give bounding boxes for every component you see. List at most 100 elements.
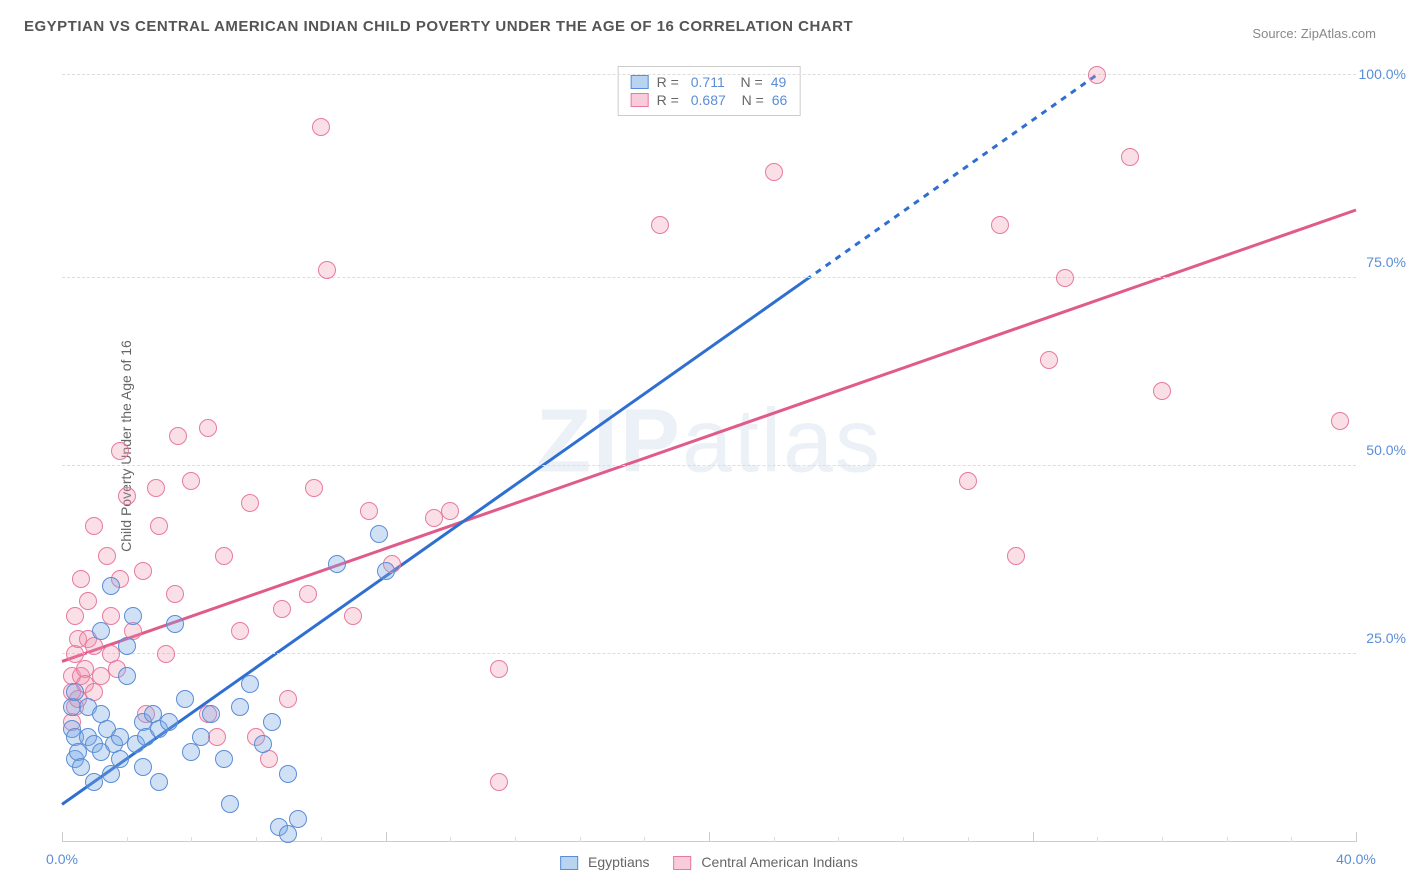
point-cai xyxy=(215,547,233,565)
point-egyptians xyxy=(66,683,84,701)
point-cai xyxy=(85,517,103,535)
point-cai xyxy=(279,690,297,708)
point-egyptians xyxy=(118,667,136,685)
point-cai xyxy=(1007,547,1025,565)
point-egyptians xyxy=(111,750,129,768)
point-egyptians xyxy=(263,713,281,731)
point-cai xyxy=(150,517,168,535)
point-cai xyxy=(490,660,508,678)
x-tick-minor xyxy=(321,837,322,842)
point-egyptians xyxy=(377,562,395,580)
x-tick-minor xyxy=(1162,837,1163,842)
point-cai xyxy=(231,622,249,640)
source-label: Source: xyxy=(1252,26,1297,41)
point-egyptians xyxy=(370,525,388,543)
legend-label-cai: Central American Indians xyxy=(701,854,857,870)
point-egyptians xyxy=(176,690,194,708)
point-cai xyxy=(1040,351,1058,369)
y-tick-label: 25.0% xyxy=(1366,630,1406,646)
point-egyptians xyxy=(150,773,168,791)
point-egyptians xyxy=(231,698,249,716)
point-cai xyxy=(72,570,90,588)
point-cai xyxy=(765,163,783,181)
plot-area: ZIPatlas R = 0.711 N = 49 R = 0.687 N = … xyxy=(62,52,1356,842)
legend-label-egyptians: Egyptians xyxy=(588,854,649,870)
point-cai xyxy=(79,592,97,610)
x-tick-minor xyxy=(1227,837,1228,842)
point-cai xyxy=(118,487,136,505)
swatch-cai xyxy=(631,93,649,107)
point-egyptians xyxy=(215,750,233,768)
point-cai xyxy=(318,261,336,279)
point-egyptians xyxy=(192,728,210,746)
point-cai xyxy=(147,479,165,497)
watermark: ZIPatlas xyxy=(536,390,882,493)
x-tick-minor xyxy=(644,837,645,842)
point-cai xyxy=(959,472,977,490)
x-tick-label: 0.0% xyxy=(46,851,78,867)
point-cai xyxy=(66,607,84,625)
point-egyptians xyxy=(221,795,239,813)
point-cai xyxy=(490,773,508,791)
point-egyptians xyxy=(92,622,110,640)
x-tick-major xyxy=(1356,832,1357,842)
gridline xyxy=(62,465,1356,466)
y-tick-label: 75.0% xyxy=(1366,254,1406,270)
legend-item-egyptians: Egyptians xyxy=(560,854,649,870)
x-tick-minor xyxy=(256,837,257,842)
point-cai xyxy=(157,645,175,663)
x-tick-minor xyxy=(968,837,969,842)
point-cai xyxy=(134,562,152,580)
point-cai xyxy=(273,600,291,618)
point-cai xyxy=(169,427,187,445)
swatch-egyptians xyxy=(631,75,649,89)
point-cai xyxy=(651,216,669,234)
y-tick-label: 50.0% xyxy=(1366,442,1406,458)
stats-row-cai: R = 0.687 N = 66 xyxy=(631,91,788,109)
point-egyptians xyxy=(289,810,307,828)
x-tick-minor xyxy=(450,837,451,842)
x-tick-minor xyxy=(1291,837,1292,842)
source-link[interactable]: ZipAtlas.com xyxy=(1301,26,1376,41)
x-tick-major xyxy=(1033,832,1034,842)
point-egyptians xyxy=(124,607,142,625)
point-cai xyxy=(111,442,129,460)
x-tick-minor xyxy=(903,837,904,842)
point-cai xyxy=(166,585,184,603)
stats-row-egyptians: R = 0.711 N = 49 xyxy=(631,73,788,91)
point-cai xyxy=(299,585,317,603)
x-tick-minor xyxy=(1097,837,1098,842)
point-cai xyxy=(305,479,323,497)
point-cai xyxy=(344,607,362,625)
x-tick-major xyxy=(62,832,63,842)
watermark-light: atlas xyxy=(682,391,882,491)
x-tick-minor xyxy=(191,837,192,842)
watermark-bold: ZIP xyxy=(536,391,682,491)
r-value-cai: 0.687 xyxy=(691,92,726,108)
point-egyptians xyxy=(72,758,90,776)
point-cai xyxy=(312,118,330,136)
gridline xyxy=(62,74,1356,75)
x-tick-label: 40.0% xyxy=(1336,851,1376,867)
point-cai xyxy=(1056,269,1074,287)
point-cai xyxy=(1121,148,1139,166)
legend-item-cai: Central American Indians xyxy=(674,854,858,870)
point-egyptians xyxy=(166,615,184,633)
point-cai xyxy=(991,216,1009,234)
n-value-egyptians: 49 xyxy=(771,74,787,90)
gridline xyxy=(62,653,1356,654)
swatch-cai-b xyxy=(674,856,692,870)
x-tick-minor xyxy=(580,837,581,842)
n-value-cai: 66 xyxy=(772,92,788,108)
point-cai xyxy=(208,728,226,746)
point-cai xyxy=(182,472,200,490)
point-cai xyxy=(199,419,217,437)
point-egyptians xyxy=(182,743,200,761)
trend-lines-layer xyxy=(62,52,1356,842)
point-cai xyxy=(441,502,459,520)
point-egyptians xyxy=(134,758,152,776)
r-value-egyptians: 0.711 xyxy=(691,74,725,90)
swatch-egyptians-b xyxy=(560,856,578,870)
point-egyptians xyxy=(254,735,272,753)
point-cai xyxy=(241,494,259,512)
